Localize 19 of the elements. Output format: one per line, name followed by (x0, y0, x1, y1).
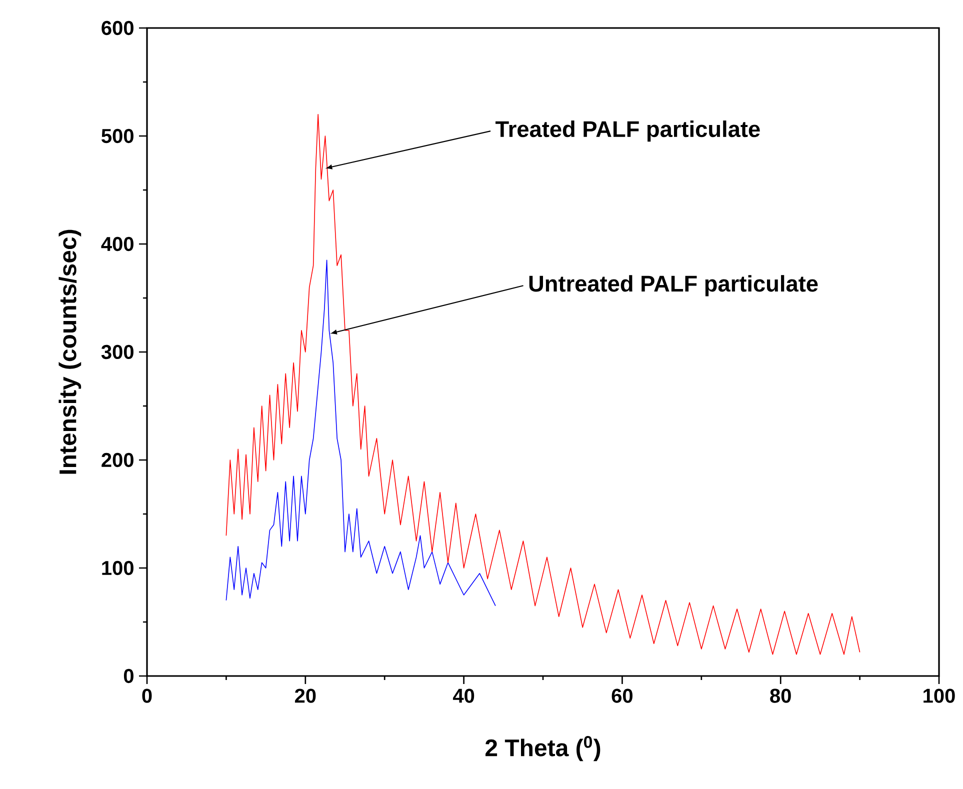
x-tick-label: 20 (294, 688, 316, 703)
y-tick-label: 200 (102, 452, 134, 468)
annotation: Untreated PALF particulate (529, 275, 818, 296)
annotation: Treated PALF particulate (496, 120, 760, 142)
y-tick-label: 100 (102, 560, 134, 576)
line-series (226, 114, 860, 655)
y-axis-title: Intensity (counts/sec) (58, 230, 82, 474)
x-tick-label: 40 (452, 688, 474, 703)
x-tick-label: 80 (770, 688, 791, 703)
x-tick-label: 0 (142, 688, 152, 703)
line-series (226, 260, 496, 606)
y-tick-label: 400 (101, 236, 134, 252)
y-tick-label: 600 (102, 20, 134, 36)
x-tick-label: 60 (612, 688, 632, 703)
x-tick-label: 100 (924, 688, 955, 703)
y-tick-label: 300 (101, 344, 134, 360)
x-axis-title: 2 Theta ($^{0}$) (486, 736, 600, 762)
y-tick-label: 500 (102, 128, 134, 144)
y-tick-label: 0 (124, 668, 134, 684)
